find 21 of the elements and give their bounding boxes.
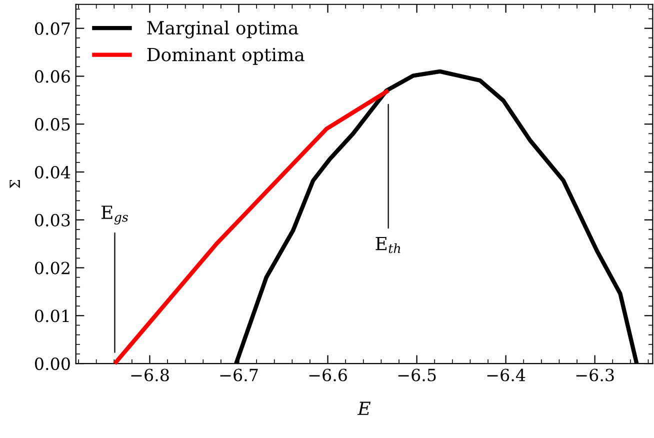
y-tick-label: 0.04 xyxy=(34,166,70,179)
y-axis-title: Σ xyxy=(10,180,20,188)
x-tick-label: −6.5 xyxy=(398,368,436,382)
annotation: E$_{gs}$ xyxy=(101,206,128,224)
y-tick-label: 0.05 xyxy=(34,118,70,131)
x-tick-label: −6.3 xyxy=(576,368,614,382)
x-axis-title: E xyxy=(357,402,371,415)
x-tick-label: −6.7 xyxy=(220,368,258,382)
x-tick-label: −6.8 xyxy=(131,368,169,382)
y-tick-label: 0.00 xyxy=(34,358,70,370)
y-tick-label: 0.07 xyxy=(34,22,70,35)
x-tick-label: −6.6 xyxy=(309,368,347,382)
y-tick-label: 0.06 xyxy=(34,70,70,83)
legend-label: Marginal optima xyxy=(147,20,298,38)
y-tick-label: 0.01 xyxy=(34,310,69,322)
legend-label: Dominant optima xyxy=(147,48,304,65)
x-tick-label: −6.4 xyxy=(487,368,526,382)
y-tick-label: 0.03 xyxy=(34,214,70,226)
annotation: E$_{th}$ xyxy=(376,236,400,254)
y-tick-label: 0.02 xyxy=(34,262,70,274)
line-series xyxy=(112,88,390,366)
